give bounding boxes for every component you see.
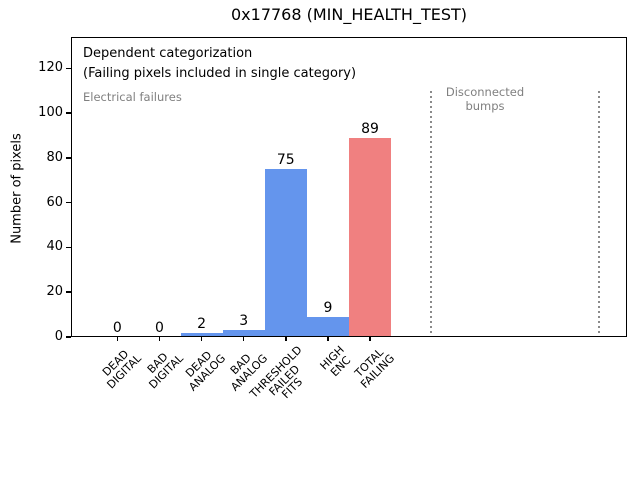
annotation-disconnected-bumps: Disconnected bumps xyxy=(445,85,525,113)
x-tick-mark xyxy=(242,337,245,341)
x-tick-mark xyxy=(327,337,329,341)
y-tick-label: 0 xyxy=(54,329,63,344)
y-tick-label: 40 xyxy=(46,239,63,255)
y-tick-label: 20 xyxy=(46,284,63,300)
y-tick-label: 60 xyxy=(46,194,63,210)
x-tick-mark xyxy=(158,337,161,341)
y-tick-mark xyxy=(66,246,71,249)
bar xyxy=(180,332,223,337)
bar-value-label: 0 xyxy=(154,320,164,336)
y-tick-mark xyxy=(66,112,71,114)
divider-dotted-line xyxy=(430,90,433,337)
x-tick-label-text: HIGH ENC xyxy=(317,343,353,379)
y-tick-label: 100 xyxy=(38,105,63,121)
y-tick-mark xyxy=(66,201,71,204)
y-axis-label: Number of pixels xyxy=(9,133,25,244)
chart-title: 0x17768 (MIN_HEALTH_TEST) xyxy=(230,5,468,24)
bar-value-label: 75 xyxy=(276,152,295,169)
bar-value-label: 89 xyxy=(361,120,379,137)
y-tick-label: 120 xyxy=(38,60,63,76)
y-tick-mark xyxy=(66,67,71,70)
bar-value-label: 9 xyxy=(323,299,333,316)
bar xyxy=(349,137,392,337)
y-tick-mark xyxy=(66,157,71,159)
x-tick-mark xyxy=(285,337,287,341)
bar xyxy=(264,169,307,337)
x-tick-label-text: DEAD ANALOG xyxy=(183,348,229,394)
annotation-electrical-failures: Electrical failures xyxy=(83,90,182,104)
annotation-dependent-categorization: Dependent categorization (Failing pixels… xyxy=(83,46,357,81)
x-tick-mark xyxy=(116,337,119,341)
x-tick-label-text: BAD DIGITAL xyxy=(145,350,187,392)
bar-value-label: 0 xyxy=(112,320,122,336)
y-tick-mark xyxy=(66,291,71,293)
bar-value-label: 3 xyxy=(239,313,249,330)
divider-dotted-line xyxy=(597,90,600,337)
x-tick-label-text: DEAD DIGITAL xyxy=(100,347,144,392)
x-tick-mark xyxy=(369,337,371,341)
x-tick-label-text: TOTAL FAILING xyxy=(352,345,397,391)
x-tick-mark xyxy=(200,337,203,341)
y-tick-label: 80 xyxy=(46,149,63,165)
bar xyxy=(222,330,265,337)
bar xyxy=(306,316,349,337)
bar-value-label: 2 xyxy=(197,315,207,332)
y-tick-mark xyxy=(66,336,71,338)
